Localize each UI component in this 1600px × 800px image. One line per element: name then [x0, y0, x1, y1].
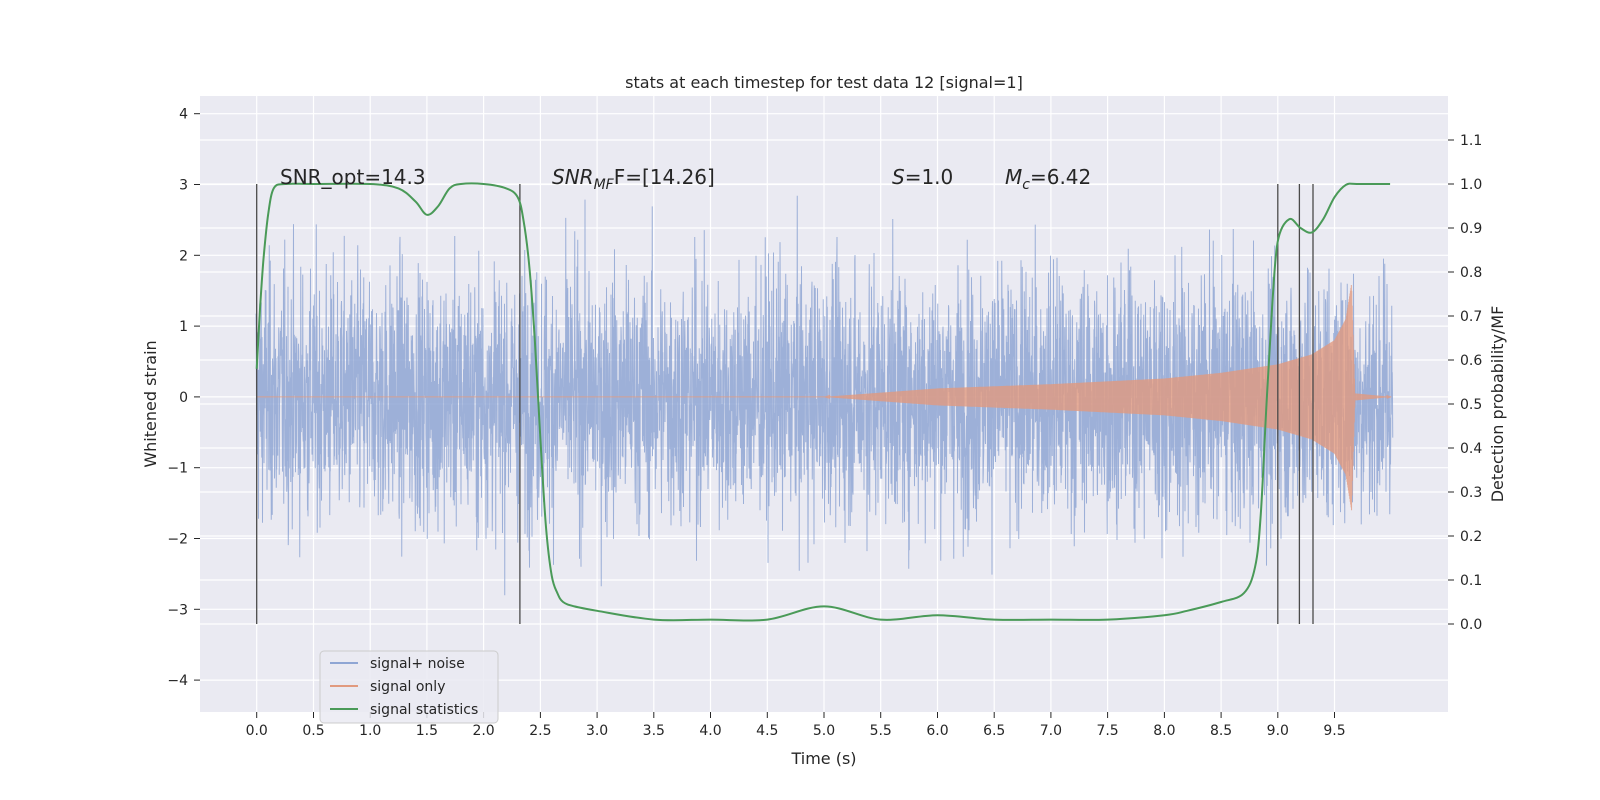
annotation-snr-mf-sub: MF: [594, 177, 615, 193]
annotation-snr-mf-main: SNR: [552, 165, 594, 189]
x-tick-label: 9.5: [1323, 723, 1345, 739]
y-left-tick-label: 2: [179, 248, 188, 264]
y-right-tick-label: 0.9: [1460, 221, 1482, 237]
x-tick-label: 6.5: [983, 723, 1005, 739]
y-right-tick-label: 1.0: [1460, 177, 1482, 193]
x-tick-label: 5.5: [870, 723, 892, 739]
legend-label-signal-noise: signal+ noise: [370, 656, 465, 672]
y-left-tick-label: 4: [179, 107, 188, 123]
chart-title: stats at each timestep for test data 12 …: [625, 73, 1023, 92]
y-right-tick-label: 0.6: [1460, 353, 1482, 369]
x-tick-label: 3.5: [643, 723, 665, 739]
x-tick-label: 1.5: [416, 723, 438, 739]
y-left-tick-label: −3: [167, 602, 188, 618]
y-left-tick-label: 0: [179, 390, 188, 406]
x-axis-label: Time (s): [790, 749, 856, 768]
y-right-tick-label: 0.1: [1460, 573, 1482, 589]
annotation-s-rest: =1.0: [905, 165, 954, 189]
annotation-mc: Mc=6.42: [1005, 165, 1091, 193]
y-left-tick-label: 3: [179, 178, 188, 194]
y-right-tick-label: 0.2: [1460, 529, 1482, 545]
y-right-tick-label: 0.8: [1460, 265, 1482, 281]
x-tick-label: 1.0: [359, 723, 381, 739]
x-tick-label: 6.0: [926, 723, 948, 739]
x-tick-label: 0.0: [246, 723, 268, 739]
y-right-tick-label: 0.3: [1460, 485, 1482, 501]
legend: signal+ noise signal only signal statist…: [319, 650, 499, 724]
x-tick-label: 2.0: [472, 723, 494, 739]
legend-label-signal-statistics: signal statistics: [370, 702, 478, 718]
y-left-tick-label: −4: [167, 673, 188, 689]
legend-label-signal-only: signal only: [370, 679, 445, 695]
x-tick-label: 7.5: [1096, 723, 1118, 739]
x-tick-label: 4.5: [756, 723, 778, 739]
y-right-tick-label: 0.7: [1460, 309, 1482, 325]
annotation-snr-opt: SNR_opt=14.3: [280, 165, 426, 189]
y-right-tick-label: 0.4: [1460, 441, 1482, 457]
statistics-series-layer: [255, 182, 1391, 622]
ticks: 0.0 0.5 1.0 1.5 2.0 2.5 3.0 3.5 4.0 4.5 5.0 5.5 6.0 6…: [167, 107, 1482, 739]
annotation-mc-sub: c: [1022, 177, 1030, 193]
y-left-tick-label: −1: [167, 461, 188, 477]
y-axis-label-left: Whitened strain: [141, 340, 160, 467]
x-tick-label: 8.0: [1153, 723, 1175, 739]
annotation-s-main: S: [892, 165, 905, 189]
series-signal-statistics: [255, 182, 1391, 622]
y-right-tick-label: 0.5: [1460, 397, 1482, 413]
vertical-markers: [256, 184, 1314, 624]
x-tick-label: 8.5: [1210, 723, 1232, 739]
x-tick-label: 4.0: [699, 723, 721, 739]
x-tick-label: 3.0: [586, 723, 608, 739]
annotation-mc-main: M: [1005, 165, 1022, 189]
annotation-snr-mf: SNRMFF=[14.26]: [552, 165, 715, 193]
y-left-tick-label: −2: [167, 532, 188, 548]
x-tick-label: 5.0: [813, 723, 835, 739]
x-tick-label: 7.0: [1040, 723, 1062, 739]
legend-box: [319, 650, 499, 724]
series-signal-only: [256, 284, 1392, 511]
x-tick-label: 9.0: [1267, 723, 1289, 739]
annotation-snr-mf-rest: F=[14.26]: [614, 165, 715, 189]
annotations: SNR_opt=14.3 SNRMFF=[14.26] S=1.0 Mc=6.4…: [280, 165, 1091, 193]
y-right-tick-label: 0.0: [1460, 617, 1482, 633]
y-right-tick-label: 1.1: [1460, 133, 1482, 149]
y-axis-label-right: Detection probability/MF: [1488, 306, 1507, 503]
annotation-mc-rest: =6.42: [1030, 165, 1091, 189]
x-tick-label: 2.5: [529, 723, 551, 739]
y-left-tick-label: 1: [179, 319, 188, 335]
x-tick-label: 0.5: [302, 723, 324, 739]
annotation-s: S=1.0: [892, 165, 953, 189]
signal-series-layer: [256, 284, 1392, 511]
